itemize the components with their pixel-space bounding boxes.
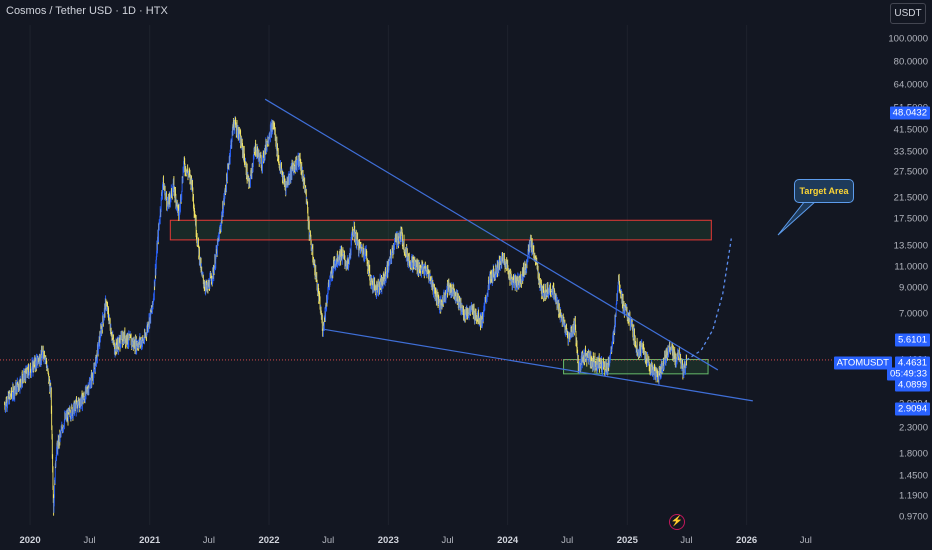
- time-tick-label: 2026: [736, 535, 758, 546]
- trendline: [324, 328, 753, 402]
- trendline: [264, 98, 719, 371]
- price-tick-label: 1.1900: [898, 490, 928, 502]
- symbol-title: Cosmos / Tether USD · 1D · HTX: [6, 5, 168, 17]
- time-tick-label: 2021: [139, 535, 161, 546]
- price-tick-label: 21.5000: [893, 192, 928, 204]
- price-tag-5: 5.6101: [894, 333, 930, 347]
- time-tick-label: 2020: [19, 535, 41, 546]
- price-tick-label: 27.5000: [893, 166, 928, 178]
- price-tick-label: 2.3000: [898, 422, 928, 434]
- lightning-icon[interactable]: ⚡: [669, 514, 685, 530]
- price-tick-label: 9.0000: [898, 282, 928, 294]
- price-tag-high: 48.0432: [889, 106, 930, 120]
- price-tick-label: 7.0000: [898, 308, 928, 320]
- time-tick-label: Jul: [561, 535, 574, 546]
- resistance-zone: [169, 219, 712, 241]
- projection-path: [686, 238, 732, 361]
- time-tick-label: Jul: [441, 535, 454, 546]
- price-tick-label: 13.5000: [893, 240, 928, 252]
- price-tick-label: 11.0000: [894, 261, 928, 273]
- price-tick-label: 0.9700: [898, 511, 928, 523]
- time-tick-label: 2022: [258, 535, 280, 546]
- price-tick-label: 17.5000: [893, 213, 928, 225]
- time-tick-label: 2025: [616, 535, 638, 546]
- price-tick-label: 33.5000: [893, 146, 928, 158]
- time-tick-label: 2023: [377, 535, 399, 546]
- time-tick-label: 2024: [497, 535, 519, 546]
- price-tick-label: 80.0000: [893, 56, 928, 68]
- price-tick-label: 41.5000: [893, 124, 928, 136]
- price-tick-label: 100.0000: [888, 33, 928, 45]
- price-tick-label: 64.0000: [893, 79, 928, 91]
- time-tick-label: Jul: [202, 535, 215, 546]
- time-tick-label: Jul: [680, 535, 693, 546]
- price-tick-label: 1.4500: [898, 470, 928, 482]
- target-area-callout[interactable]: Target Area: [794, 179, 854, 203]
- currency-button[interactable]: USDT: [890, 3, 926, 24]
- symbol-tag: ATOMUSDT: [833, 356, 892, 370]
- time-tick-label: Jul: [83, 535, 96, 546]
- price-tick-label: 1.8000: [898, 448, 928, 460]
- price-tag-4: 4.0899: [894, 378, 930, 392]
- price-tag-low: 2.9094: [894, 402, 930, 416]
- time-tick-label: Jul: [322, 535, 335, 546]
- last-price-tag: 4.4631: [894, 356, 930, 370]
- countdown-tag: 05:49:33: [887, 367, 930, 381]
- time-tick-label: Jul: [799, 535, 812, 546]
- callout-pointer: [777, 200, 818, 236]
